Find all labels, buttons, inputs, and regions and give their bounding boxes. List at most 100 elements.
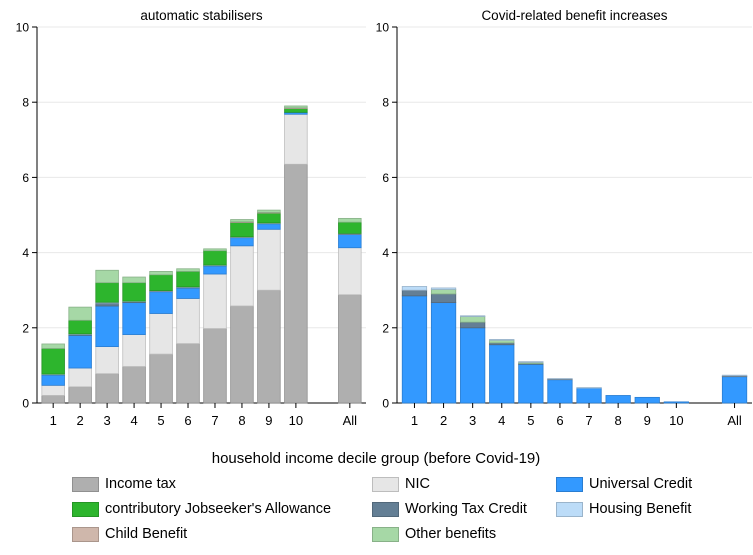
bar-contributory-jobseeker-s-allowance <box>203 250 227 266</box>
x-tick-label: 10 <box>289 413 303 428</box>
bar-other-benefits <box>430 289 457 295</box>
y-tick-label: 2 <box>22 321 29 335</box>
x-tick-label: 2 <box>440 413 447 428</box>
bar-working-tax-credit <box>460 321 486 329</box>
bar-income-tax <box>122 366 146 404</box>
bar-contributory-jobseeker-s-allowance <box>122 282 146 302</box>
panel-title: automatic stabilisers <box>140 8 263 23</box>
y-tick-label: 8 <box>382 96 389 110</box>
y-tick-label: 2 <box>382 321 389 335</box>
bar-income-tax <box>176 343 200 404</box>
bar-income-tax <box>68 386 92 404</box>
bar-contributory-jobseeker-s-allowance <box>257 212 281 224</box>
bar-housing-benefit <box>518 361 544 363</box>
x-tick-label: 6 <box>184 413 191 428</box>
bar-contributory-jobseeker-s-allowance <box>68 319 92 335</box>
bar-working-tax-credit <box>401 289 428 297</box>
bar-nic <box>95 346 119 375</box>
y-tick-label: 6 <box>22 171 29 185</box>
x-tick-label: 10 <box>669 413 683 428</box>
bar-income-tax <box>338 294 362 404</box>
bar-other-benefits <box>149 270 173 276</box>
x-tick-label: 3 <box>469 413 476 428</box>
bar-universal-credit <box>68 334 92 369</box>
bar-other-benefits <box>122 276 146 284</box>
bar-universal-credit <box>634 396 660 404</box>
bar-contributory-jobseeker-s-allowance <box>230 222 254 238</box>
bar-universal-credit <box>605 395 631 404</box>
bar-universal-credit <box>176 287 200 299</box>
bar-income-tax <box>95 373 119 404</box>
bar-housing-benefit <box>430 287 457 290</box>
bar-other-benefits <box>203 248 227 252</box>
x-tick-label: 8 <box>615 413 622 428</box>
bar-contributory-jobseeker-s-allowance <box>149 274 173 291</box>
bar-income-tax <box>203 328 227 404</box>
bar-income-tax <box>257 289 281 404</box>
x-tick-label: 5 <box>527 413 534 428</box>
bar-working-tax-credit <box>95 302 119 307</box>
bar-universal-credit <box>576 387 602 404</box>
x-tick-label: All <box>343 413 358 428</box>
bar-universal-credit <box>430 302 457 404</box>
y-tick-label: 0 <box>382 397 389 411</box>
x-tick-label: 7 <box>585 413 592 428</box>
x-tick-label: 2 <box>77 413 84 428</box>
bar-other-benefits <box>68 306 92 321</box>
x-tick-label: 9 <box>644 413 651 428</box>
bar-other-benefits <box>257 209 281 213</box>
bar-universal-credit <box>460 327 486 404</box>
bar-universal-credit <box>547 379 573 404</box>
bar-other-benefits <box>230 219 254 223</box>
bar-other-benefits <box>338 217 362 223</box>
bar-other-benefits <box>284 105 308 109</box>
bar-universal-credit <box>230 237 254 247</box>
bar-income-tax <box>149 353 173 404</box>
bar-housing-benefit <box>489 339 515 341</box>
x-tick-label: 1 <box>50 413 57 428</box>
x-tick-label: 1 <box>411 413 418 428</box>
x-tick-label: 3 <box>103 413 110 428</box>
bar-universal-credit <box>338 234 362 249</box>
bar-housing-benefit <box>576 387 602 389</box>
bar-universal-credit <box>203 265 227 275</box>
panel-title: Covid-related benefit increases <box>481 8 667 23</box>
bar-housing-benefit <box>547 378 573 380</box>
x-tick-label: 9 <box>265 413 272 428</box>
y-tick-label: 6 <box>382 171 389 185</box>
x-tick-label: 6 <box>556 413 563 428</box>
y-tick-label: 10 <box>376 21 390 35</box>
bar-housing-benefit <box>721 374 748 377</box>
bar-nic <box>338 247 362 296</box>
bar-other-benefits <box>176 268 200 272</box>
bar-nic <box>41 384 65 396</box>
bar-nic <box>257 228 281 291</box>
bar-contributory-jobseeker-s-allowance <box>41 348 65 375</box>
bar-contributory-jobseeker-s-allowance <box>95 282 119 303</box>
bar-universal-credit <box>401 295 428 404</box>
x-tick-label: 4 <box>130 413 137 428</box>
bar-nic <box>122 334 146 367</box>
bar-universal-credit <box>518 363 544 404</box>
bar-other-benefits <box>460 316 486 323</box>
bar-nic <box>284 113 308 165</box>
bar-nic <box>149 313 173 355</box>
x-tick-label: 5 <box>157 413 164 428</box>
bar-income-tax <box>284 163 308 404</box>
y-tick-label: 0 <box>22 397 29 411</box>
x-tick-label: 7 <box>211 413 218 428</box>
bar-nic <box>176 298 200 344</box>
y-tick-label: 8 <box>22 96 29 110</box>
bar-universal-credit <box>721 376 748 404</box>
bar-nic <box>68 367 92 388</box>
bar-contributory-jobseeker-s-allowance <box>176 270 200 288</box>
bar-universal-credit <box>95 305 119 348</box>
bar-contributory-jobseeker-s-allowance <box>284 108 308 113</box>
bar-other-benefits <box>41 343 65 349</box>
bar-other-benefits <box>95 269 119 284</box>
bar-universal-credit <box>663 401 689 404</box>
bar-universal-credit <box>41 374 65 386</box>
